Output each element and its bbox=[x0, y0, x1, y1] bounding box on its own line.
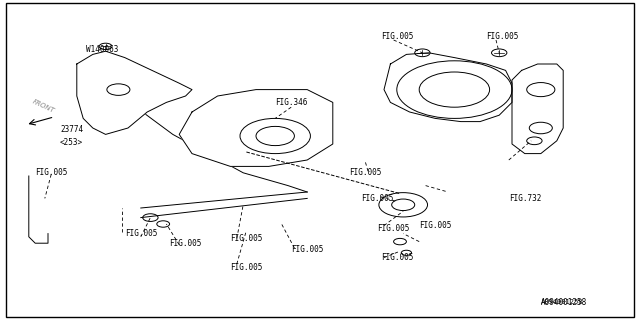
Text: FIG.005: FIG.005 bbox=[125, 229, 157, 238]
Text: FIG.346: FIG.346 bbox=[275, 98, 308, 107]
Polygon shape bbox=[512, 64, 563, 154]
Polygon shape bbox=[384, 53, 512, 122]
Text: FIG.005: FIG.005 bbox=[230, 234, 263, 243]
Text: FIG.005: FIG.005 bbox=[486, 32, 519, 41]
Text: FIG.005: FIG.005 bbox=[170, 239, 202, 248]
Text: FIG.732: FIG.732 bbox=[509, 194, 541, 203]
Text: FIG.005: FIG.005 bbox=[349, 168, 381, 177]
Text: FRONT: FRONT bbox=[31, 98, 56, 114]
Text: A094001258: A094001258 bbox=[541, 298, 587, 307]
Text: W140063: W140063 bbox=[86, 45, 119, 54]
Text: <253>: <253> bbox=[60, 138, 83, 147]
Polygon shape bbox=[179, 90, 333, 166]
Polygon shape bbox=[77, 51, 192, 134]
Text: FIG.005: FIG.005 bbox=[35, 168, 68, 177]
Text: FIG.005: FIG.005 bbox=[291, 245, 324, 254]
Text: FIG.005: FIG.005 bbox=[230, 263, 263, 272]
Text: A094001258: A094001258 bbox=[541, 300, 583, 305]
Text: FIG.005: FIG.005 bbox=[381, 253, 413, 262]
Text: FIG.005: FIG.005 bbox=[381, 32, 413, 41]
Text: FIG.005: FIG.005 bbox=[378, 224, 410, 233]
Text: 23774: 23774 bbox=[61, 125, 84, 134]
Text: FIG.005: FIG.005 bbox=[419, 221, 452, 230]
Text: FIG.005: FIG.005 bbox=[362, 194, 394, 203]
